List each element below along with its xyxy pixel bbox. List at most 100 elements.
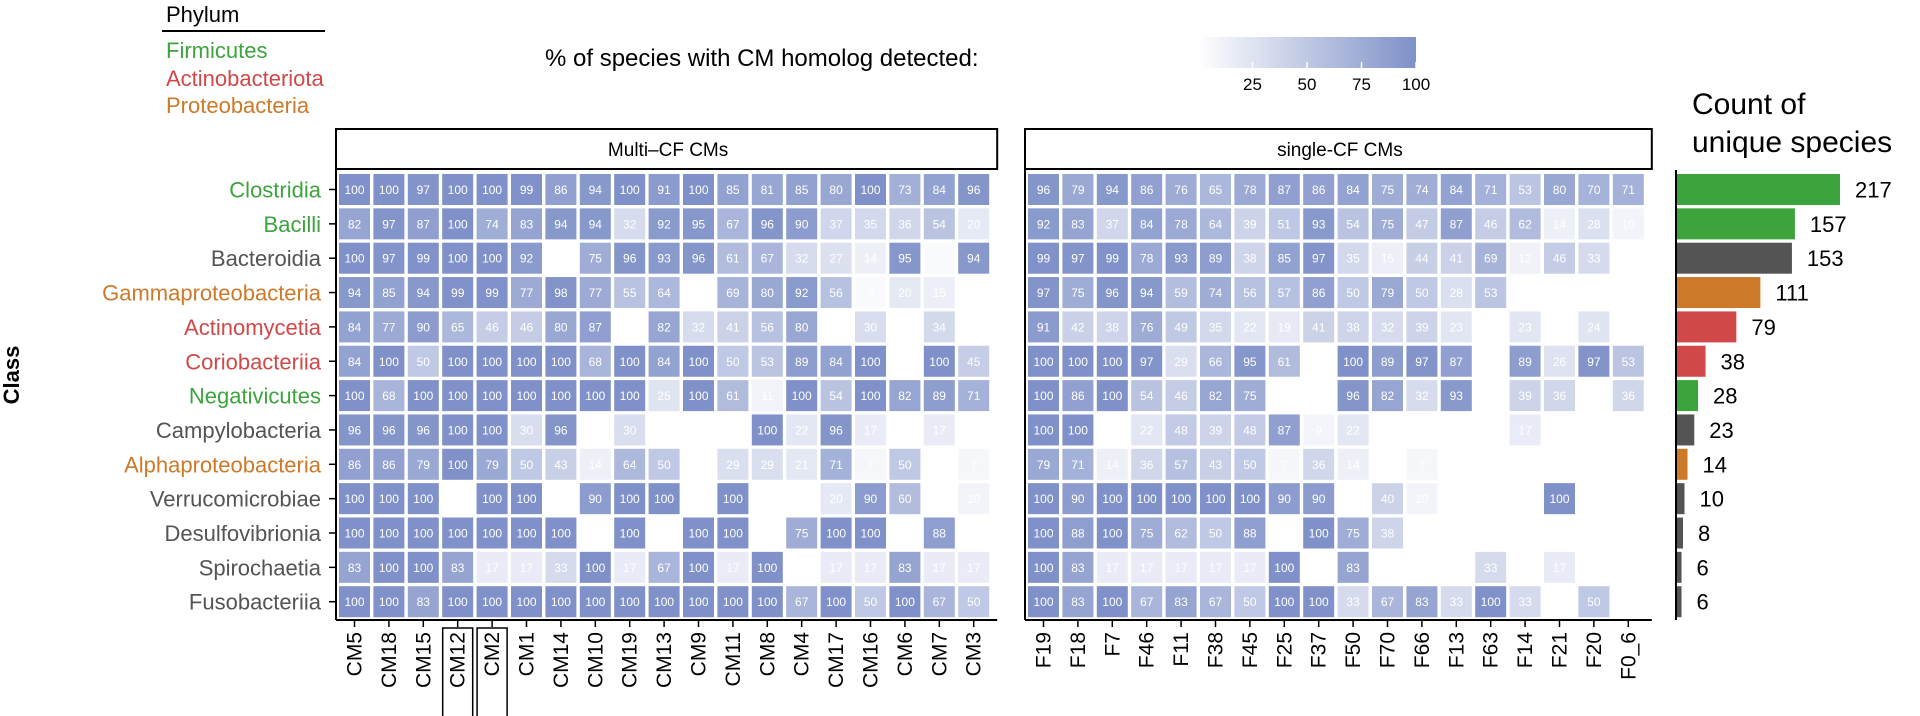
heatmap-cell-value: 100 (757, 423, 777, 437)
column-label-f20: F20 (1583, 632, 1606, 668)
heatmap-cell-value: 89 (795, 355, 809, 369)
heatmap-cell (751, 345, 783, 377)
heatmap-cell (1096, 242, 1128, 274)
heatmap-cell (1268, 586, 1300, 618)
heatmap-cell (1028, 517, 1059, 549)
heatmap-cell (476, 551, 508, 583)
count-bar-verrucomicrobiae (1677, 483, 1685, 515)
heatmap-cell-value: 87 (1450, 217, 1464, 231)
heatmap-cell (1578, 311, 1610, 343)
heatmap-cell (614, 242, 646, 274)
heatmap-cell-value: 94 (1140, 286, 1154, 300)
count-label-campylobacteria: 23 (1709, 418, 1733, 443)
heatmap-cell (373, 517, 405, 549)
heatmap-cell-value: 64 (1209, 217, 1223, 231)
heatmap-cell-value: 100 (344, 492, 364, 506)
heatmap-cell-value: 51 (1278, 217, 1292, 231)
heatmap-cell (1372, 517, 1403, 549)
heatmap-cell-value: 100 (1033, 355, 1053, 369)
column-label-cm15: CM15 (412, 632, 435, 688)
heatmap-cell-value: 71 (967, 389, 981, 403)
heatmap-cell-value: 84 (657, 355, 671, 369)
heatmap-cell (923, 311, 955, 343)
heatmap-cell (1303, 586, 1335, 618)
heatmap-cell (923, 277, 955, 309)
heatmap-cell-value: 81 (761, 183, 775, 197)
heatmap-cell (1131, 551, 1163, 583)
heatmap-cell-value: 17 (1174, 561, 1188, 575)
heatmap-cell (1372, 277, 1403, 309)
heatmap-cell-value: 100 (723, 527, 743, 541)
column-label-cm2: CM2 (481, 632, 504, 676)
heatmap-cell (1062, 414, 1094, 446)
heatmap-cell (339, 551, 370, 583)
count-bar-campylobacteria (1677, 414, 1695, 446)
column-label-f25: F25 (1273, 632, 1296, 668)
heatmap-cell (1509, 414, 1541, 446)
heatmap-cell (1062, 277, 1094, 309)
heatmap-cell (1578, 242, 1610, 274)
heatmap-cell-value: 84 (1140, 217, 1154, 231)
heatmap-cell-value: 100 (860, 389, 880, 403)
heatmap-cell-value: 34 (933, 320, 947, 334)
heatmap-cell-value: 75 (589, 252, 603, 266)
count-bar-gammaproteobacteria (1677, 277, 1761, 309)
heatmap-cell (1234, 551, 1266, 583)
heatmap-cell-value: 33 (554, 561, 568, 575)
heatmap-cell-value: 84 (348, 320, 362, 334)
heatmap-cell-value: 38 (1346, 320, 1360, 334)
heatmap-cell (1200, 414, 1231, 446)
heatmap-cell (407, 586, 439, 618)
heatmap-cell-value: 69 (1484, 252, 1498, 266)
heatmap-cell (958, 448, 990, 480)
heatmap-cell-value: 28 (1587, 217, 1601, 231)
heatmap-cell-value: 80 (1553, 183, 1567, 197)
heatmap-cell (476, 448, 508, 480)
column-label-f7: F7 (1101, 632, 1124, 657)
heatmap-cell (855, 208, 886, 240)
heatmap-cell (1165, 242, 1197, 274)
heatmap-cell-value: 83 (520, 217, 534, 231)
heatmap-cell (648, 551, 680, 583)
heatmap-cell-value: 97 (1071, 252, 1085, 266)
heatmap-cell (786, 517, 818, 549)
class-label-clostridia: Clostridia (229, 178, 321, 203)
heatmap-cell-value: 100 (1309, 527, 1329, 541)
heatmap-cell-value: 96 (692, 252, 706, 266)
heatmap-cell-value: 7 (1419, 458, 1426, 472)
heatmap-cell (1337, 174, 1369, 205)
heatmap-cell (545, 174, 577, 205)
heatmap-cell-value: 78 (1243, 183, 1257, 197)
heatmap-cell-value: 100 (448, 527, 468, 541)
heatmap-cell (476, 174, 508, 205)
heatmap-cell-value: 61 (726, 252, 740, 266)
heatmap-cell (855, 414, 886, 446)
heatmap-cell (717, 174, 749, 205)
heatmap-cell (1131, 586, 1163, 618)
heatmap-cell-value: 46 (1174, 389, 1188, 403)
class-label-coriobacteriia: Coriobacteriia (185, 349, 321, 374)
class-label-campylobacteria: Campylobacteria (156, 418, 322, 443)
count-bar-bacilli (1677, 208, 1795, 240)
heatmap-cell-value: 100 (448, 389, 468, 403)
heatmap-cell (786, 414, 818, 446)
color-legend-tick-label: 50 (1298, 75, 1317, 94)
heatmap-cell (1268, 242, 1300, 274)
heatmap-cell (1165, 345, 1197, 377)
heatmap-cell (407, 448, 439, 480)
heatmap-cell-value: 83 (1415, 595, 1429, 609)
heatmap-cell (1200, 174, 1231, 205)
heatmap-cell (614, 586, 646, 618)
heatmap-cell (1406, 311, 1438, 343)
heatmap-cell-value: 7 (970, 458, 977, 472)
heatmap-cell-value: 36 (1312, 458, 1326, 472)
heatmap-cell (1028, 208, 1059, 240)
heatmap-cell-value: 100 (1481, 595, 1501, 609)
heatmap-cell (923, 380, 955, 412)
heatmap-cell (1234, 483, 1266, 515)
heatmap-cell (1028, 242, 1059, 274)
count-bar-desulfovibrionia (1677, 517, 1684, 549)
heatmap-cell (855, 448, 886, 480)
heatmap-cell (614, 277, 646, 309)
heatmap-cell-value: 68 (589, 355, 603, 369)
